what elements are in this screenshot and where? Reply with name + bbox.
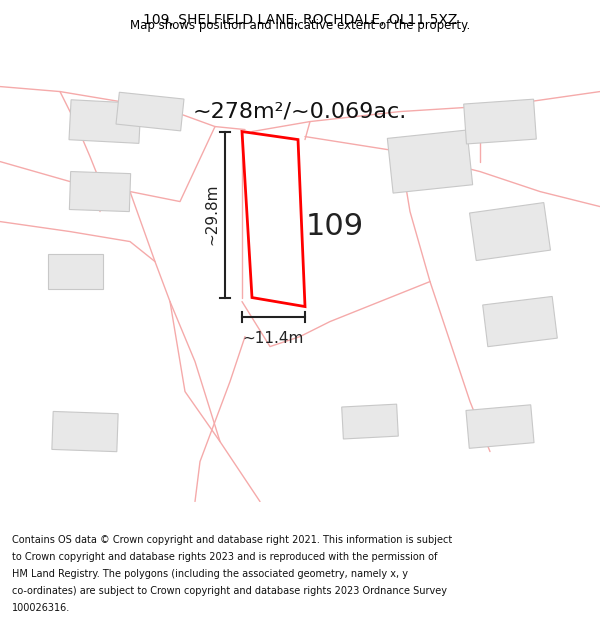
Polygon shape xyxy=(388,130,473,193)
Text: to Crown copyright and database rights 2023 and is reproduced with the permissio: to Crown copyright and database rights 2… xyxy=(12,552,437,562)
Text: ~29.8m: ~29.8m xyxy=(205,184,220,245)
Polygon shape xyxy=(70,171,131,212)
Text: Contains OS data © Crown copyright and database right 2021. This information is : Contains OS data © Crown copyright and d… xyxy=(12,535,452,545)
Polygon shape xyxy=(116,92,184,131)
Text: co-ordinates) are subject to Crown copyright and database rights 2023 Ordnance S: co-ordinates) are subject to Crown copyr… xyxy=(12,586,447,596)
Polygon shape xyxy=(464,99,536,144)
Polygon shape xyxy=(470,202,550,261)
Polygon shape xyxy=(342,404,398,439)
Polygon shape xyxy=(483,296,557,347)
Text: ~278m²/~0.069ac.: ~278m²/~0.069ac. xyxy=(193,101,407,121)
Polygon shape xyxy=(47,254,103,289)
Polygon shape xyxy=(69,100,141,143)
Text: 109: 109 xyxy=(306,212,364,241)
Text: ~11.4m: ~11.4m xyxy=(243,331,304,346)
Text: 100026316.: 100026316. xyxy=(12,602,70,612)
Text: Map shows position and indicative extent of the property.: Map shows position and indicative extent… xyxy=(130,19,470,32)
Text: 109, SHELFIELD LANE, ROCHDALE, OL11 5XZ: 109, SHELFIELD LANE, ROCHDALE, OL11 5XZ xyxy=(143,12,457,27)
Polygon shape xyxy=(52,411,118,452)
Text: HM Land Registry. The polygons (including the associated geometry, namely x, y: HM Land Registry. The polygons (includin… xyxy=(12,569,408,579)
Polygon shape xyxy=(466,405,534,448)
